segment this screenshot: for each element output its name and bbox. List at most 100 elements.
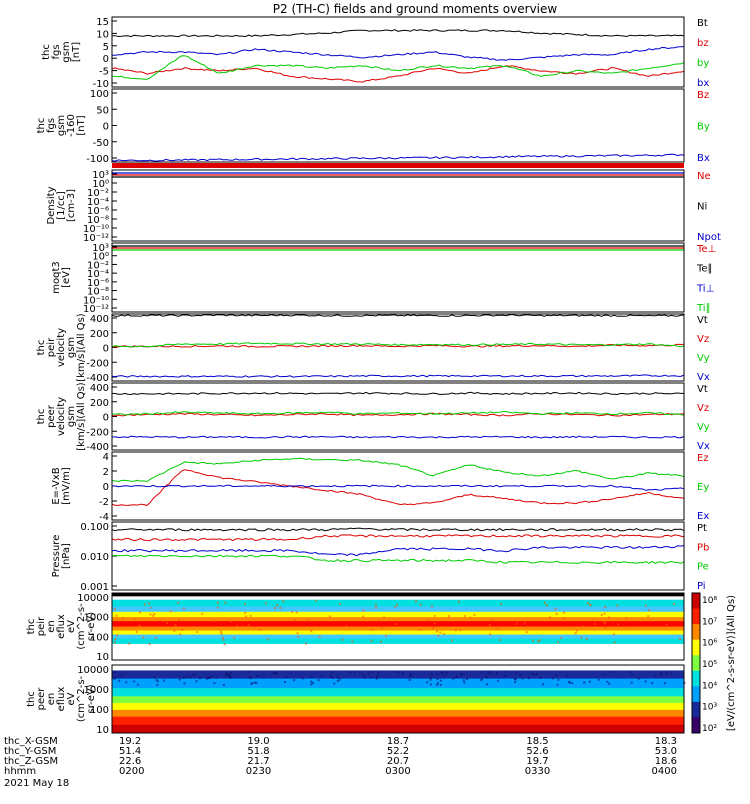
y-axis-label: velocity	[56, 397, 67, 436]
spectrogram-texture	[525, 631, 528, 634]
x-row-label: hhmm	[4, 766, 36, 777]
spectrogram-texture	[205, 677, 208, 680]
spectrogram-texture	[394, 605, 397, 608]
spectrogram-texture	[603, 622, 606, 625]
y-tick-label: 10⁻⁴	[87, 269, 109, 280]
spectrogram-texture	[430, 677, 433, 680]
spectrogram-texture	[583, 681, 586, 684]
spectrogram-texture	[515, 671, 518, 674]
x-tick-value: 0330	[525, 766, 550, 777]
spectrogram-texture	[497, 679, 500, 682]
spectrogram-texture	[603, 612, 606, 615]
y-axis-label: [km/s](All Qs)	[76, 313, 87, 381]
legend-entry: Bt	[697, 18, 708, 29]
spectrogram-texture	[603, 673, 606, 676]
spectrogram-texture	[647, 615, 650, 618]
spectrogram-texture	[138, 624, 141, 627]
y-tick-label: 0	[103, 344, 109, 355]
spectrogram-texture	[228, 673, 231, 676]
spectrogram-texture	[607, 616, 610, 619]
spectrogram-texture	[499, 626, 502, 629]
y-tick-label: 100	[90, 89, 109, 100]
spectrogram-texture	[113, 677, 116, 680]
spectrogram-texture	[519, 673, 522, 676]
spectrogram-texture	[317, 679, 320, 682]
spectrogram-texture	[436, 682, 439, 685]
spectrogram-band	[112, 606, 684, 613]
spectrogram-texture	[441, 672, 444, 675]
spectrogram-texture	[439, 683, 442, 686]
spectrogram-texture	[672, 603, 675, 606]
spectrogram-band	[112, 688, 684, 697]
y-axis-label: gsm	[66, 406, 77, 427]
spectrogram-texture	[530, 672, 533, 675]
spectrogram-band	[112, 703, 684, 711]
spectrogram-texture	[336, 679, 339, 682]
spectrogram-texture	[169, 610, 172, 613]
spectrogram-texture	[480, 679, 483, 682]
spectrogram-texture	[527, 677, 530, 680]
panel-frame	[111, 521, 685, 591]
spectrogram-texture	[220, 632, 223, 635]
series-line-Pt	[111, 527, 685, 532]
legend-entry: Te⊥	[696, 244, 716, 255]
spectrogram-texture	[375, 606, 378, 609]
spectrogram-texture	[244, 615, 247, 618]
spectrogram-texture	[612, 633, 615, 636]
spectrogram-texture	[430, 605, 433, 608]
spectrogram-texture	[495, 628, 498, 631]
spectrogram-texture	[574, 632, 577, 635]
colorbar: 10⁸ 10⁷ 10⁶ 10⁵ 10⁴ 10³ 10² [eV/(cm^2-s-sr-eV)]…	[691, 592, 737, 734]
spectrogram-texture	[445, 671, 448, 674]
spectrogram-texture	[588, 680, 591, 683]
spectrogram-texture	[644, 604, 647, 607]
spectrogram-texture	[487, 670, 490, 673]
spectrogram-texture	[173, 629, 176, 632]
spectrogram-texture	[375, 677, 378, 680]
spectrogram-texture	[555, 612, 558, 615]
y-axis-label: [km/s](All Qs)	[76, 382, 87, 450]
y-axis-label: thc	[36, 409, 47, 425]
spectrogram-texture	[297, 635, 300, 638]
spectrogram-texture	[156, 680, 159, 683]
colorbar-tick: 10³	[702, 703, 717, 713]
date-label: 2021 May 18	[4, 778, 69, 789]
y-tick-label: -100	[86, 154, 109, 165]
spectrogram-texture	[565, 674, 568, 677]
spectrogram-texture	[665, 623, 668, 626]
spectrogram-texture	[433, 614, 436, 617]
spectrogram-band	[112, 643, 684, 661]
legend-entry: Npot	[697, 232, 721, 243]
spectrogram-texture	[244, 603, 247, 606]
panel-frame	[111, 451, 685, 521]
series-line-by	[111, 55, 685, 80]
y-axis-label: Pressure	[51, 535, 62, 578]
spectrogram-texture	[114, 676, 117, 679]
series-line-Ex	[111, 484, 685, 491]
spectrogram-texture	[539, 677, 542, 680]
legend-entry: bz	[697, 38, 709, 49]
legend-entry: Pt	[697, 523, 707, 534]
x-axis-annotation: thc_X-GSM 19.2 19.0 18.7 18.5 18.3 thc_Y-GSM 51…	[4, 736, 677, 789]
spectrogram-texture	[215, 676, 218, 679]
y-tick-label: 10⁻¹²	[83, 233, 109, 244]
x-row-label: thc_X-GSM	[4, 736, 58, 747]
y-axis-label: en	[46, 693, 57, 706]
spectrogram-texture	[384, 634, 387, 637]
legend-entry: Pe	[697, 562, 709, 573]
legend-entry: Bx	[697, 153, 710, 164]
spectrogram-texture	[353, 670, 356, 673]
spectrogram-texture	[148, 602, 151, 605]
colorbar-tick: 10⁸	[702, 596, 717, 606]
spectrogram-texture	[410, 675, 413, 678]
spectrogram-texture	[195, 680, 198, 683]
spectrogram-texture	[226, 672, 229, 675]
spectrogram-texture	[531, 639, 534, 642]
x-tick-value: 0300	[385, 766, 410, 777]
y-tick-label: 10⁻²	[87, 260, 109, 271]
spectrogram-texture	[397, 671, 400, 674]
